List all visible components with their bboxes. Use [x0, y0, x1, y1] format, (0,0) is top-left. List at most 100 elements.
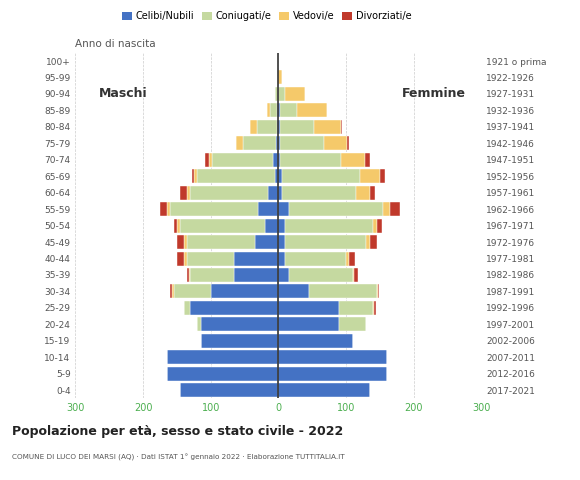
Bar	[166, 350, 278, 364]
Bar	[278, 71, 282, 84]
Bar	[383, 202, 390, 216]
Bar	[278, 186, 282, 200]
Bar	[170, 202, 258, 216]
Bar	[285, 252, 346, 265]
Bar	[197, 169, 275, 183]
Bar	[370, 186, 375, 200]
Bar	[285, 87, 306, 101]
Bar	[255, 235, 278, 249]
Bar	[309, 285, 376, 299]
Bar	[278, 87, 285, 101]
Bar	[356, 186, 370, 200]
Bar	[187, 235, 255, 249]
Bar	[197, 317, 201, 331]
Text: Popolazione per età, sesso e stato civile - 2022: Popolazione per età, sesso e stato civil…	[12, 425, 343, 438]
Bar	[275, 169, 278, 183]
Bar	[190, 301, 278, 315]
Bar	[280, 153, 341, 167]
Bar	[360, 169, 380, 183]
Bar	[160, 202, 166, 216]
Bar	[194, 169, 197, 183]
Bar	[278, 350, 387, 364]
Bar	[339, 317, 367, 331]
Legend: Celibi/Nubili, Coniugati/e, Vedovi/e, Divorziati/e: Celibi/Nubili, Coniugati/e, Vedovi/e, Di…	[118, 7, 415, 25]
Bar	[180, 383, 278, 397]
Bar	[278, 235, 285, 249]
Bar	[365, 153, 371, 167]
Bar	[370, 235, 376, 249]
Bar	[250, 120, 257, 134]
Bar	[273, 153, 278, 167]
Bar	[187, 268, 189, 282]
Bar	[184, 252, 187, 265]
Bar	[380, 169, 385, 183]
Bar	[177, 252, 184, 265]
Bar	[278, 317, 339, 331]
Bar	[285, 218, 373, 233]
Bar	[367, 235, 370, 249]
Bar	[267, 103, 270, 118]
Bar	[288, 268, 353, 282]
Bar	[234, 268, 278, 282]
Bar	[278, 383, 370, 397]
Bar	[211, 285, 278, 299]
Bar	[212, 153, 273, 167]
Bar	[282, 169, 360, 183]
Bar	[278, 202, 288, 216]
Text: Anno di nascita: Anno di nascita	[75, 39, 156, 49]
Bar	[190, 268, 234, 282]
Bar	[270, 103, 277, 118]
Bar	[378, 285, 379, 299]
Bar	[373, 301, 375, 315]
Bar	[282, 186, 356, 200]
Bar	[349, 252, 355, 265]
Bar	[347, 136, 349, 150]
Bar	[190, 186, 268, 200]
Bar	[257, 120, 277, 134]
Bar	[205, 153, 209, 167]
Text: Maschi: Maschi	[99, 87, 147, 100]
Bar	[187, 252, 234, 265]
Bar	[278, 120, 280, 134]
Bar	[280, 120, 314, 134]
Bar	[376, 285, 378, 299]
Bar	[278, 136, 280, 150]
Bar	[314, 120, 340, 134]
Text: COMUNE DI LUCO DEI MARSI (AQ) · Dati ISTAT 1° gennaio 2022 · Elaborazione TUTTIT: COMUNE DI LUCO DEI MARSI (AQ) · Dati IST…	[12, 454, 344, 461]
Bar	[170, 285, 172, 299]
Bar	[180, 218, 265, 233]
Bar	[265, 218, 278, 233]
Bar	[184, 301, 190, 315]
Bar	[187, 186, 190, 200]
Bar	[353, 268, 354, 282]
Bar	[258, 202, 278, 216]
Bar	[180, 186, 187, 200]
Bar	[242, 136, 276, 150]
Bar	[177, 218, 180, 233]
Bar	[209, 153, 212, 167]
Bar	[276, 136, 278, 150]
Bar	[278, 301, 339, 315]
Bar	[296, 103, 327, 118]
Bar	[278, 103, 280, 118]
Bar	[172, 285, 173, 299]
Bar	[166, 202, 170, 216]
Bar	[340, 120, 342, 134]
Bar	[390, 202, 400, 216]
Bar	[278, 153, 280, 167]
Bar	[166, 367, 278, 381]
Bar	[277, 103, 278, 118]
Bar	[278, 334, 353, 348]
Bar	[373, 218, 376, 233]
Bar	[375, 301, 376, 315]
Bar	[275, 87, 278, 101]
Bar	[346, 252, 349, 265]
Bar	[201, 317, 278, 331]
Bar	[278, 268, 288, 282]
Bar	[278, 367, 387, 381]
Bar	[268, 186, 278, 200]
Text: Femmine: Femmine	[402, 87, 466, 100]
Bar	[177, 235, 184, 249]
Bar	[278, 252, 285, 265]
Bar	[280, 103, 297, 118]
